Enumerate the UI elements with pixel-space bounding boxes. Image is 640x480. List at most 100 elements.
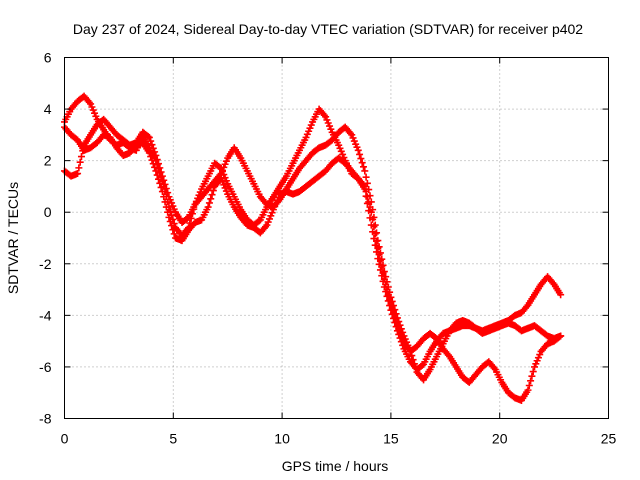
- data-point-track-c: [390, 309, 398, 317]
- x-tick-label: 20: [492, 431, 508, 447]
- data-point-track-b: [409, 356, 417, 364]
- data-point-track-c: [169, 226, 177, 234]
- data-point-track-b: [410, 360, 418, 368]
- y-tick-label: 6: [44, 50, 52, 66]
- data-point-track-b: [158, 172, 166, 180]
- data-point-track-c: [367, 208, 375, 216]
- data-point-track-b: [359, 163, 367, 171]
- data-point-track-c: [165, 213, 173, 221]
- x-axis-label: GPS time / hours: [282, 458, 389, 474]
- data-point-track-b: [361, 167, 369, 175]
- data-point-track-a: [255, 217, 263, 225]
- x-tick-label: 25: [601, 431, 617, 447]
- data-point-track-c: [371, 230, 379, 238]
- data-point-track-c: [148, 156, 156, 164]
- data-point-track-b: [149, 144, 157, 152]
- data-point-track-b: [412, 364, 420, 372]
- data-point-track-c: [378, 263, 386, 271]
- data-point-track-c: [524, 386, 532, 394]
- data-points: [61, 92, 565, 404]
- y-tick-label: -2: [39, 256, 52, 272]
- data-point-track-c: [380, 275, 388, 283]
- data-point-track-c: [155, 175, 163, 183]
- data-point-track-c: [529, 368, 537, 376]
- data-point-track-c: [365, 198, 373, 206]
- data-point-track-b: [356, 150, 364, 158]
- data-point-track-c: [168, 222, 176, 230]
- chart-title: Day 237 of 2024, Sidereal Day-to-day VTE…: [73, 21, 583, 37]
- data-point-track-c: [387, 301, 395, 309]
- data-point-track-c: [158, 188, 166, 196]
- x-tick-label: 10: [274, 431, 290, 447]
- data-point-track-c: [528, 372, 536, 380]
- y-tick-label: -4: [39, 307, 52, 323]
- data-point-track-b: [76, 158, 84, 166]
- y-tick-label: 4: [44, 101, 52, 117]
- grid-lines: [64, 57, 609, 419]
- data-point-track-b: [75, 164, 83, 172]
- y-tick-label: 2: [44, 153, 52, 169]
- data-point-track-c: [162, 203, 170, 211]
- data-point-track-b: [164, 189, 172, 197]
- y-axis-label: SDTVAR / TECUs: [5, 182, 21, 294]
- data-point-track-c: [145, 149, 153, 157]
- data-point-track-b: [157, 168, 165, 176]
- data-point-track-c: [205, 199, 213, 207]
- data-point-track-c: [204, 203, 212, 211]
- data-point-track-b: [77, 153, 85, 161]
- data-point-track-c: [527, 377, 535, 385]
- data-point-track-c: [391, 313, 399, 321]
- data-point-track-b: [74, 170, 82, 178]
- data-point-track-c: [209, 187, 217, 195]
- data-point-track-c: [156, 179, 164, 187]
- data-point-track-c: [362, 188, 370, 196]
- data-point-track-b: [152, 151, 160, 159]
- data-point-track-c: [525, 381, 533, 389]
- data-point-track-b: [145, 133, 153, 141]
- x-tick-label: 15: [383, 431, 399, 447]
- data-point-track-c: [208, 191, 216, 199]
- y-tick-label: -8: [39, 411, 52, 427]
- x-tick-label: 5: [169, 431, 177, 447]
- plot-frame: [64, 57, 609, 419]
- data-point-track-c: [363, 193, 371, 201]
- data-point-track-c: [392, 318, 400, 326]
- x-tick-label: 0: [61, 431, 69, 447]
- data-point-track-c: [361, 182, 369, 190]
- data-point-track-c: [166, 217, 174, 225]
- data-point-track-c: [147, 153, 155, 161]
- data-point-track-c: [152, 167, 160, 175]
- data-point-track-c: [369, 215, 377, 223]
- data-point-track-c: [366, 203, 374, 211]
- data-point-track-c: [370, 223, 378, 231]
- data-point-track-c: [557, 332, 565, 340]
- y-tick-label: 0: [44, 204, 52, 220]
- data-point-track-c: [379, 269, 387, 277]
- data-point-track-c: [373, 237, 381, 245]
- data-point-track-b: [151, 148, 159, 156]
- data-point-track-b: [162, 184, 170, 192]
- axis-ticks: 0 5 10 15 20 25 -8 -6 -4 -2 0 2 4 6: [39, 50, 616, 447]
- data-point-track-a: [418, 361, 426, 369]
- data-point-track-b: [160, 176, 168, 184]
- data-point-track-b: [148, 141, 156, 149]
- data-point-track-c: [157, 183, 165, 191]
- y-tick-label: -6: [39, 359, 52, 375]
- data-point-track-b: [362, 173, 370, 181]
- data-point-track-b: [354, 146, 362, 154]
- data-point-track-b: [161, 180, 169, 188]
- data-point-track-c: [207, 195, 215, 203]
- data-point-track-c: [555, 333, 563, 341]
- data-point-track-c: [164, 208, 172, 216]
- data-point-track-b: [147, 137, 155, 145]
- data-point-track-c: [382, 280, 390, 288]
- data-point-track-b: [357, 155, 365, 163]
- data-point-track-c: [151, 163, 159, 171]
- data-point-track-c: [388, 305, 396, 313]
- data-point-track-c: [386, 296, 394, 304]
- data-point-track-c: [384, 291, 392, 299]
- data-point-track-b: [183, 214, 191, 222]
- data-point-track-c: [153, 171, 161, 179]
- data-point-track-c: [149, 160, 157, 168]
